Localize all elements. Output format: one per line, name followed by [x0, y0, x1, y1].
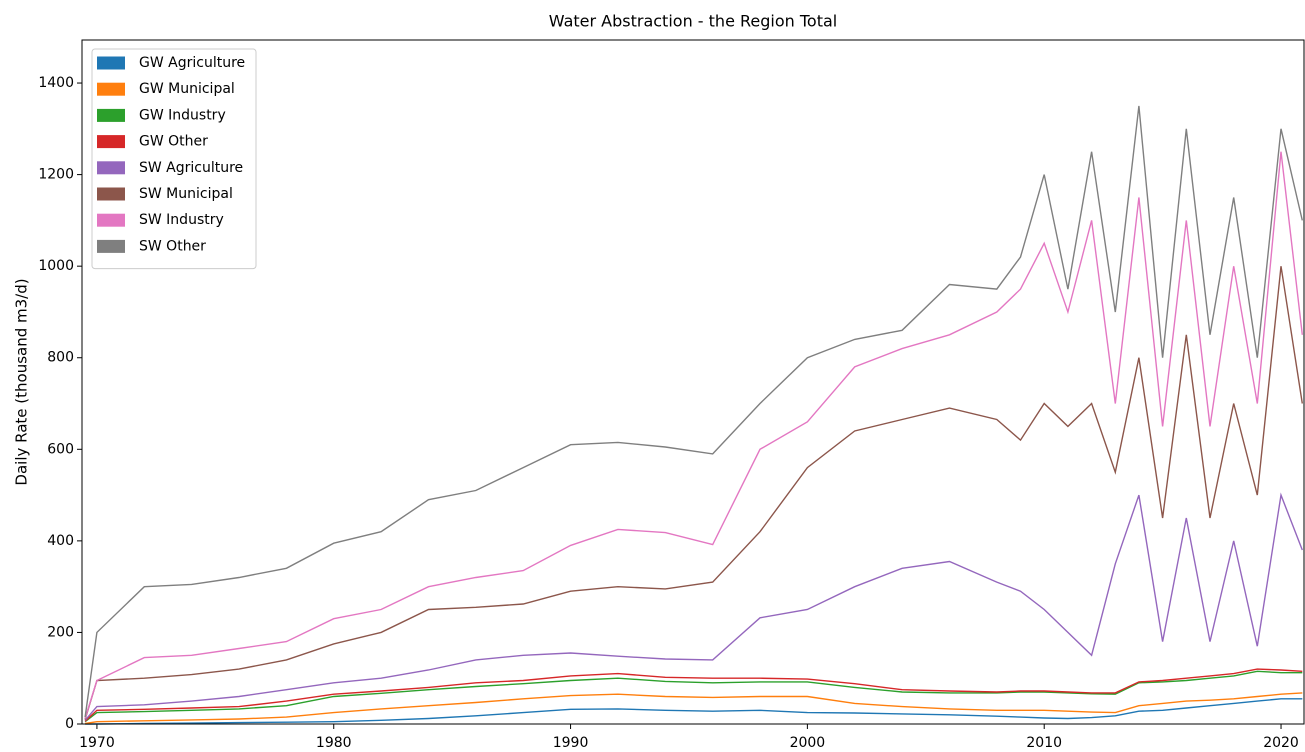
plot-frame: [81, 39, 1305, 725]
legend-box: [91, 48, 257, 270]
x-tick-label: 1990: [553, 735, 589, 751]
legend-swatch: [97, 187, 125, 201]
series-line: [84, 492, 1303, 721]
series-line: [84, 670, 1303, 723]
legend-swatch: [97, 135, 125, 149]
y-tick-label: 1200: [38, 167, 74, 183]
series-line: [84, 692, 1303, 725]
x-tick-label: 2020: [1263, 735, 1299, 751]
series-line: [84, 668, 1303, 722]
legend-label: GW Other: [139, 134, 208, 150]
legend-swatch: [97, 56, 125, 70]
y-tick-label: 1000: [38, 258, 74, 274]
legend-label: GW Municipal: [139, 81, 235, 97]
series-line: [84, 105, 1303, 718]
chart-title: Water Abstraction - the Region Total: [549, 12, 837, 31]
y-axis-label: Daily Rate (thousand m3/d): [13, 278, 31, 485]
legend-swatch: [97, 239, 125, 253]
legend-label: SW Other: [139, 238, 206, 254]
x-tick-label: 2000: [790, 735, 826, 751]
legend-label: GW Agriculture: [139, 55, 245, 71]
y-tick-label: 800: [47, 350, 74, 366]
legend-label: SW Industry: [139, 212, 224, 228]
legend-swatch: [97, 108, 125, 122]
series-line: [84, 151, 1303, 719]
x-tick-label: 1980: [316, 735, 352, 751]
x-tick-label: 1970: [79, 735, 115, 751]
legend-label: GW Industry: [139, 107, 226, 123]
legend-swatch: [97, 213, 125, 227]
x-tick-label: 2010: [1026, 735, 1062, 751]
series-line: [84, 266, 1303, 720]
y-tick-label: 200: [47, 624, 74, 640]
series-line: [85, 698, 1303, 725]
legend-swatch: [97, 161, 125, 175]
y-tick-label: 0: [65, 716, 74, 732]
legend-swatch: [97, 82, 125, 96]
y-tick-label: 400: [47, 533, 74, 549]
legend-label: SW Municipal: [139, 186, 233, 202]
y-tick-label: 1400: [38, 75, 74, 91]
legend-label: SW Agriculture: [139, 160, 243, 176]
y-tick-label: 600: [47, 441, 74, 457]
